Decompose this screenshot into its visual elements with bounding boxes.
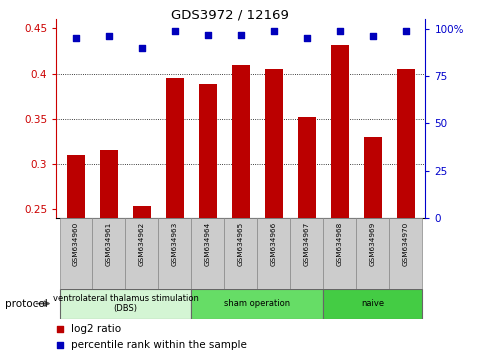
Text: GSM634969: GSM634969 (369, 221, 375, 266)
Text: GSM634960: GSM634960 (73, 221, 79, 266)
Point (335, 28, 343, 34)
Text: percentile rank within the sample: percentile rank within the sample (71, 340, 246, 350)
Text: GSM634967: GSM634967 (303, 221, 309, 266)
Bar (165, 78, 183, 218)
Bar (297, 117, 315, 218)
Bar (125, 218, 158, 289)
Point (203, 32, 211, 38)
Bar (133, 206, 151, 218)
Text: ventrolateral thalamus stimulation
(DBS): ventrolateral thalamus stimulation (DBS) (52, 294, 198, 313)
Text: GSM634964: GSM634964 (204, 221, 210, 266)
Bar (257, 218, 290, 289)
Point (270, 253, 278, 259)
Point (401, 28, 409, 34)
Point (72, 35, 80, 41)
Bar (92, 218, 125, 289)
Bar (224, 218, 257, 289)
Text: log2 ratio: log2 ratio (71, 324, 121, 333)
Bar (323, 218, 355, 289)
Bar (290, 218, 323, 289)
Bar (330, 45, 348, 218)
Point (236, 32, 244, 38)
Point (302, 35, 310, 41)
Text: protocol: protocol (5, 298, 47, 309)
Bar (191, 289, 323, 319)
Bar (199, 84, 217, 218)
Bar (355, 218, 388, 289)
Bar (191, 218, 224, 289)
Text: GSM634962: GSM634962 (139, 221, 144, 266)
Point (368, 34, 376, 39)
Bar (158, 218, 191, 289)
Point (171, 28, 179, 34)
Bar (60, 218, 92, 289)
Bar (100, 150, 118, 218)
Text: naive: naive (360, 299, 384, 308)
Bar (67, 155, 85, 218)
Text: GSM634965: GSM634965 (237, 221, 244, 266)
Point (138, 45, 145, 51)
Text: GSM634963: GSM634963 (172, 221, 178, 266)
Point (105, 34, 113, 39)
Text: GSM634968: GSM634968 (336, 221, 342, 266)
Bar (363, 137, 381, 218)
Text: sham operation: sham operation (224, 299, 290, 308)
Bar (264, 69, 282, 218)
Bar (60, 289, 191, 319)
Point (269, 28, 277, 34)
Text: GSM634966: GSM634966 (270, 221, 276, 266)
Text: GSM634961: GSM634961 (106, 221, 112, 266)
Bar (323, 289, 421, 319)
Text: GDS3972 / 12169: GDS3972 / 12169 (170, 9, 288, 22)
Point (270, 102, 278, 107)
Text: GSM634970: GSM634970 (402, 221, 408, 266)
Bar (388, 218, 421, 289)
Bar (396, 69, 414, 218)
Bar (231, 64, 249, 218)
